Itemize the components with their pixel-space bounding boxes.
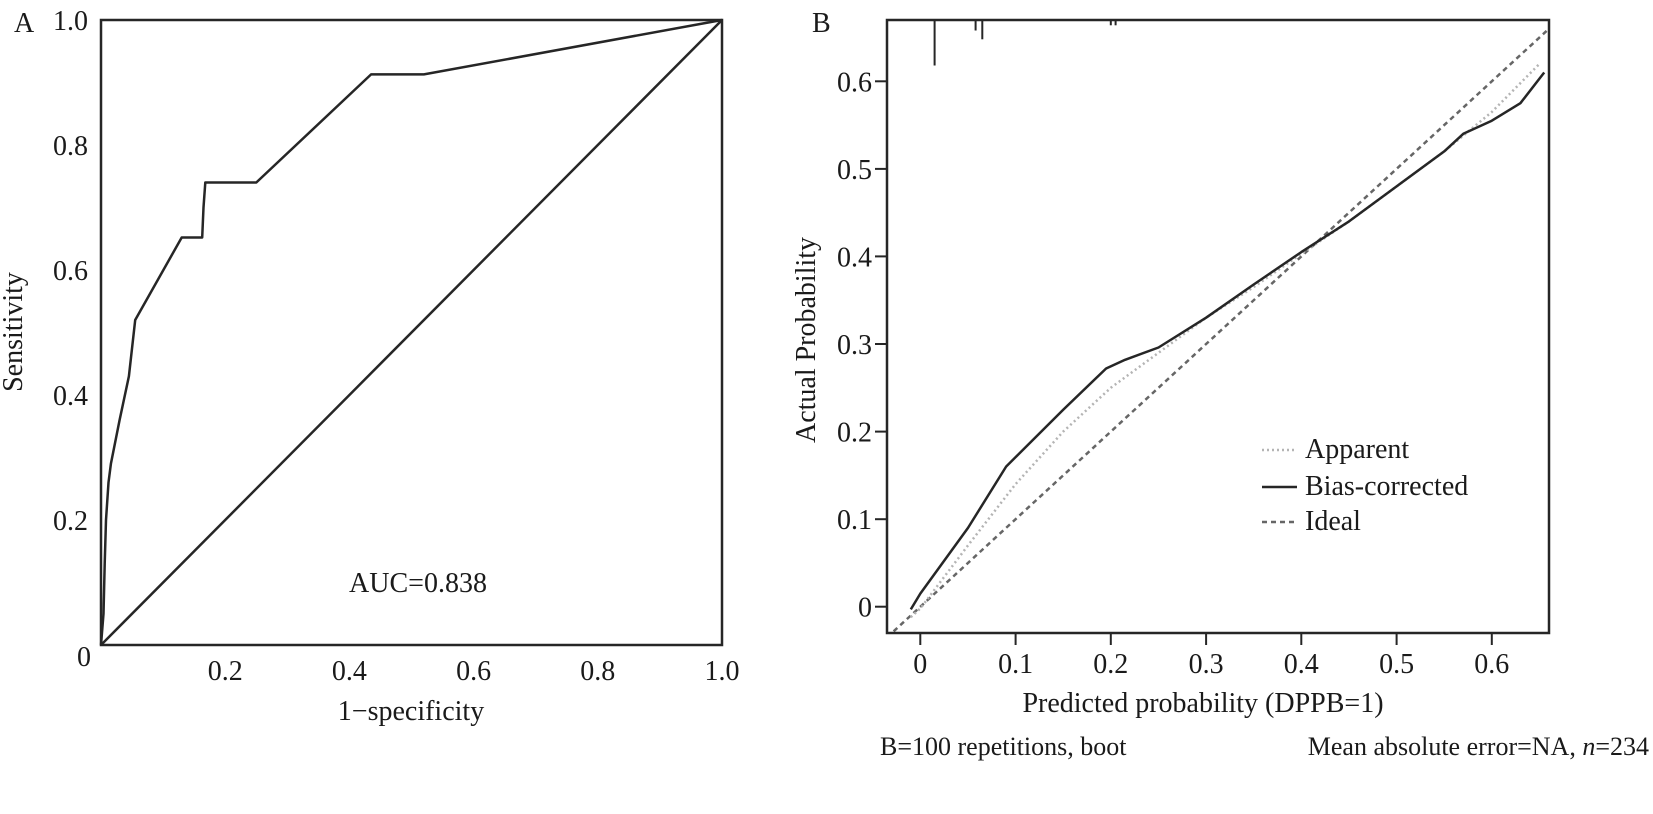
panel-b-y-axis-title: Actual Probability [791, 237, 822, 443]
footer-n-value: =234 [1595, 732, 1649, 761]
panel-a-auc-annotation: AUC=0.838 [349, 568, 487, 599]
panel-a-x-tick-label: 0.8 [580, 656, 615, 687]
panel-b-y-tick-marks [875, 80, 887, 608]
panel-b-footer-repetitions: B=100 repetitions, boot [880, 732, 1127, 761]
footer-n-italic: n [1582, 732, 1595, 761]
panel-b-x-tick-label: 0.3 [1189, 649, 1224, 680]
panel-a-roc-curve: A 0.2 0.4 0.6 0.8 1.0 0.2 0.4 0.6 0.8 1.0 0 1−sp… [0, 6, 740, 727]
panel-b-x-tick-marks [919, 633, 1493, 645]
panel-b-y-tick-label: 0 [858, 593, 872, 624]
reference-diagonal-line [100, 19, 723, 646]
panel-b-label: B [812, 8, 831, 39]
legend-label-bias-corrected: Bias-corrected [1305, 471, 1468, 502]
panel-a-y-tick-label: 0.4 [53, 381, 88, 412]
bias-corrected-line [909, 71, 1546, 611]
panel-a-label: A [14, 8, 35, 39]
panel-b-y-tick-label: 0.2 [837, 418, 872, 449]
panel-b-y-tick-label: 0.3 [837, 330, 872, 361]
panel-a-y-tick-labels: 0.2 0.4 0.6 0.8 1.0 [53, 6, 88, 537]
panel-a-x-tick-label: 0.4 [332, 656, 367, 687]
apparent-line [909, 62, 1541, 619]
panel-b-footer-error: Mean absolute error=NA, n=234 [1308, 732, 1649, 761]
panel-b-y-tick-label: 0.1 [837, 505, 872, 536]
panel-b-x-tick-label: 0.5 [1379, 649, 1414, 680]
panel-a-x-tick-label: 0.2 [208, 656, 243, 687]
legend-label-ideal: Ideal [1305, 506, 1361, 537]
panel-b-plot-frame [885, 18, 1551, 635]
panel-b-calibration-curve: B 0 0.1 0.2 0.3 0.4 0.5 0.6 0 0.1 0.2 0.3 0.4 0.5 0.… [791, 8, 1649, 761]
panel-a-x-tick-label: 1.0 [705, 656, 740, 687]
panel-a-y-tick-label: 0.8 [53, 131, 88, 162]
panel-a-x-tick-label: 0.6 [456, 656, 491, 687]
panel-b-x-tick-label: 0.1 [998, 649, 1033, 680]
legend-label-apparent: Apparent [1305, 434, 1409, 465]
panel-a-x-axis-title: 1−specificity [338, 696, 484, 727]
panel-b-x-tick-label: 0.6 [1474, 649, 1509, 680]
panel-a-plot-frame [99, 18, 724, 647]
panel-b-y-tick-label: 0.4 [837, 242, 872, 273]
panel-a-y-tick-label: 1.0 [53, 6, 88, 37]
panel-b-x-tick-label: 0.4 [1284, 649, 1319, 680]
ideal-line [889, 27, 1549, 633]
panel-a-origin-label: 0 [77, 642, 91, 673]
panel-b-y-tick-labels: 0 0.1 0.2 0.3 0.4 0.5 0.6 [837, 67, 872, 623]
panel-b-x-tick-labels: 0 0.1 0.2 0.3 0.4 0.5 0.6 [913, 649, 1509, 680]
panel-a-x-tick-labels: 0.2 0.4 0.6 0.8 1.0 [208, 656, 740, 687]
panel-b-x-tick-label: 0 [913, 649, 927, 680]
panel-a-series-group [99, 18, 723, 646]
panel-b-y-tick-label: 0.6 [837, 67, 872, 98]
panel-b-rug-marks [933, 20, 1117, 66]
panel-a-y-tick-label: 0.6 [53, 256, 88, 287]
panel-a-y-tick-label: 0.2 [53, 506, 88, 537]
panel-b-x-tick-label: 0.2 [1093, 649, 1128, 680]
roc-curve-line [99, 18, 723, 646]
panel-b-y-tick-label: 0.5 [837, 155, 872, 186]
panel-b-x-axis-title: Predicted probability (DPPB=1) [1022, 688, 1383, 719]
footer-error-prefix: Mean absolute error=NA, [1308, 732, 1583, 761]
panel-b-legend: Apparent Bias-corrected Ideal [1262, 434, 1468, 537]
panel-a-y-axis-title: Sensitivity [0, 272, 29, 392]
panel-b-series-group [889, 27, 1549, 633]
